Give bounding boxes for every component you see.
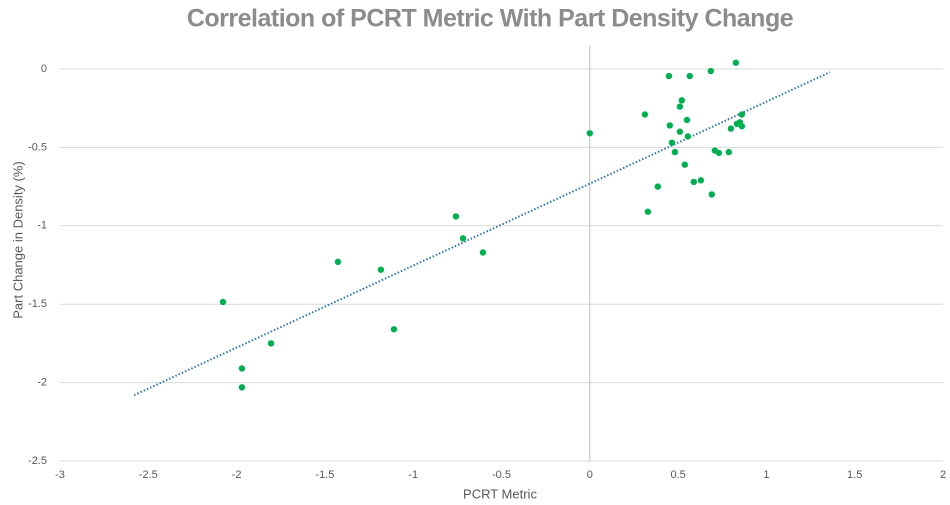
x-tick-label: -1	[408, 469, 418, 481]
point	[452, 213, 460, 220]
x-tick-label: 1.5	[847, 469, 862, 481]
y-axis-title: Part Change in Density (%)	[10, 161, 25, 319]
point	[459, 235, 467, 242]
point	[715, 149, 723, 157]
point	[690, 178, 698, 186]
point	[334, 258, 342, 266]
y-tick-label: -1	[37, 220, 47, 232]
point	[678, 97, 686, 104]
point	[666, 122, 673, 129]
point	[697, 177, 705, 184]
point	[686, 72, 693, 80]
y-tick-label: -0.5	[28, 141, 47, 153]
point	[665, 72, 673, 80]
x-tick-label: -2.5	[139, 469, 158, 481]
point	[219, 298, 227, 306]
x-tick-label: -3	[55, 469, 65, 481]
x-tick-label: -0.5	[492, 469, 511, 481]
point	[683, 116, 691, 124]
point	[644, 208, 652, 215]
y-tick-label: -2	[37, 377, 47, 389]
point	[681, 161, 689, 168]
point	[668, 139, 676, 146]
point	[238, 365, 246, 372]
point	[641, 111, 649, 118]
x-tick-label: 2	[940, 469, 946, 481]
y-tick-label: -1.5	[28, 298, 47, 310]
point	[738, 111, 746, 118]
y-tick-label: -2.5	[28, 455, 47, 467]
trendline	[133, 71, 831, 397]
point	[707, 67, 714, 75]
y-tick-label: 0	[41, 63, 47, 75]
point	[725, 148, 732, 156]
point	[732, 59, 740, 66]
x-axis-title: PCRT Metric	[463, 486, 537, 501]
x-tick-label: -2	[232, 469, 242, 481]
point	[654, 183, 661, 190]
point	[727, 125, 735, 132]
point	[238, 384, 246, 391]
point	[267, 340, 275, 347]
point	[738, 123, 746, 130]
chart-title: Correlation of PCRT Metric With Part Den…	[187, 5, 794, 33]
point	[676, 128, 684, 135]
point	[479, 249, 487, 256]
x-tick-label: 1	[763, 469, 769, 481]
x-tick-label: 0.5	[670, 469, 685, 481]
point	[377, 266, 385, 273]
point	[684, 133, 692, 140]
x-tick-label: -1.5	[315, 469, 334, 481]
point	[676, 103, 684, 110]
point	[390, 326, 398, 333]
point	[671, 148, 679, 156]
x-tick-label: 0	[587, 469, 593, 481]
point	[586, 130, 593, 137]
point	[708, 191, 716, 198]
